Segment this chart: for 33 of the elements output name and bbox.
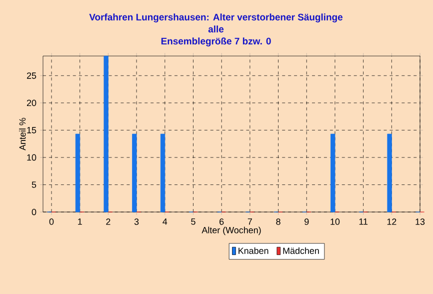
x-tick-label: 9 [304,218,309,225]
x-tick-label: 3 [134,218,139,225]
x-tick-label: 2 [106,218,110,225]
x-tick-label: 6 [220,218,224,225]
bar [75,134,80,212]
x-tick-label: 10 [330,218,340,225]
bar [132,134,137,212]
x-tick-label: 4 [162,218,168,225]
bar [160,134,166,212]
y-tick-label: 20 [26,100,36,106]
x-tick-label: 5 [191,218,196,225]
y-tick-label: 0 [32,208,36,216]
x-tick-label: 0 [49,218,54,225]
text: Ensemblegröße 7 bzw. 0 [161,38,271,46]
x-tick-label: 13 [416,218,425,225]
x-tick-label: 1 [78,218,82,225]
y-tick-label: 15 [27,127,36,134]
y-tick-label: 10 [27,154,36,161]
x-axis-title: Alter (Wochen) [202,226,261,236]
x-tick-label: 7 [248,218,252,225]
x-tick-label: 11 [359,218,368,225]
chart-subtitle: alle [208,26,224,32]
y-axis-title: Anteil % [19,118,26,150]
legend-label: Mädchen [283,247,319,254]
chart-title: Vorfahren Lungershausen: Alter verstorbener Säuglinge [89,14,342,22]
x-tick-label: 12 [387,218,396,225]
x-tick-label: 8 [276,218,280,225]
y-tick-label: 5 [32,182,36,188]
bar [387,134,392,212]
legend-label: Knaben [238,247,268,254]
bar [104,56,108,212]
bar [330,134,336,212]
y-tick-label: 25 [26,72,36,79]
